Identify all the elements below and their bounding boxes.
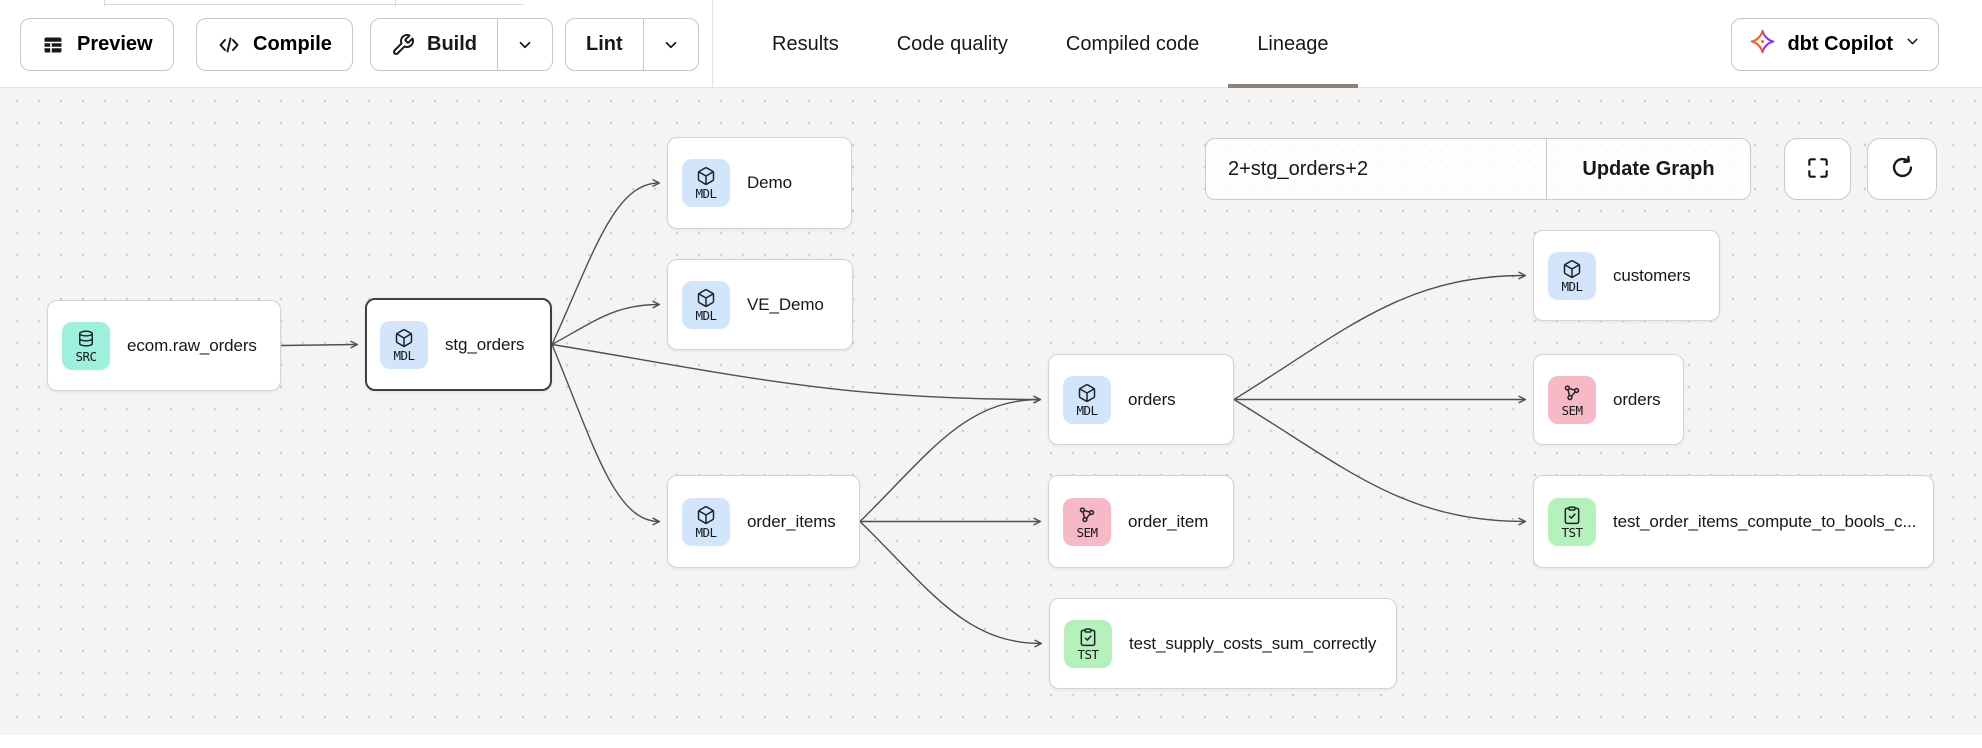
node-type-label: MDL: [695, 307, 717, 323]
cube-icon: MDL: [682, 159, 730, 207]
refresh-icon: [1889, 154, 1916, 184]
lint-options-button[interactable]: [642, 19, 698, 70]
test-icon: TST: [1548, 497, 1596, 546]
node-label: order_item: [1128, 511, 1209, 531]
lint-split-button: Lint: [565, 18, 699, 71]
node-label: Demo: [747, 173, 792, 192]
node-label: ecom.raw_orders: [127, 335, 257, 355]
lineage-node-raw_orders[interactable]: SRC ecom.raw_orders: [47, 300, 281, 391]
node-type-label: MDL: [695, 186, 717, 201]
tab-lineage[interactable]: Lineage: [1228, 0, 1358, 88]
chevron-down-icon: [1904, 33, 1921, 56]
node-label: test_order_items_compute_to_bools_c...: [1613, 511, 1917, 531]
lineage-node-test_order_items[interactable]: TST test_order_items_compute_to_bools_c..…: [1533, 475, 1934, 568]
cube-icon: MDL: [682, 280, 730, 329]
chevron-down-icon: [662, 36, 680, 54]
build-button-label: Build: [427, 33, 477, 55]
node-type-label: MDL: [1076, 402, 1098, 418]
lineage-node-demo[interactable]: MDL Demo: [667, 137, 852, 229]
lineage-node-customers[interactable]: MDL customers: [1533, 230, 1720, 321]
node-label: orders: [1613, 389, 1661, 409]
lineage-edge-orders_mdl-to-test_order_items: [1233, 398, 1527, 526]
node-type-label: SRC: [75, 348, 97, 364]
update-graph-button[interactable]: Update Graph: [1546, 139, 1750, 199]
lineage-node-order_items[interactable]: MDL order_items: [667, 475, 860, 568]
compile-button-label: Compile: [253, 33, 332, 55]
dbt-copilot-label: dbt Copilot: [1787, 33, 1893, 55]
node-type-label: SEM: [1076, 524, 1098, 540]
bottom-strip: [0, 735, 1982, 748]
tab-compiled-code[interactable]: Compiled code: [1065, 32, 1200, 55]
lineage-edge-raw_orders-to-stg_orders: [280, 340, 359, 349]
node-type-label: TST: [1561, 524, 1583, 540]
editor-tab-edge: [104, 4, 524, 5]
node-label: test_supply_costs_sum_correctly: [1129, 633, 1377, 653]
lint-button[interactable]: Lint: [566, 19, 643, 70]
node-label: stg_orders: [445, 334, 525, 354]
result-tabs: Results Code quality Compiled code Linea…: [743, 0, 1358, 88]
node-label: VE_Demo: [747, 294, 824, 314]
node-type-label: MDL: [695, 524, 717, 540]
semantic-model-icon: SEM: [1063, 497, 1111, 546]
table-icon: [41, 33, 65, 57]
semantic-model-icon: SEM: [1548, 375, 1596, 424]
lineage-node-test_supply[interactable]: TST test_supply_costs_sum_correctly: [1049, 598, 1397, 689]
node-label: orders: [1128, 389, 1176, 409]
lineage-node-order_item[interactable]: SEM order_item: [1048, 475, 1234, 568]
lineage-node-ve_demo[interactable]: MDL VE_Demo: [667, 259, 853, 350]
tab-results[interactable]: Results: [772, 32, 839, 55]
lineage-edge-stg_orders-to-ve_demo: [551, 300, 661, 346]
code-icon: [217, 33, 241, 57]
cube-icon: MDL: [682, 497, 730, 546]
lineage-edge-order_items-to-orders_mdl: [859, 395, 1042, 522]
refresh-button[interactable]: [1867, 138, 1937, 200]
lineage-selector-group: Update Graph: [1205, 138, 1751, 200]
lineage-node-orders_mdl[interactable]: MDL orders: [1048, 354, 1234, 445]
lineage-edge-stg_orders-to-orders_mdl: [551, 343, 1042, 404]
tab-code-quality[interactable]: Code quality: [896, 32, 1008, 55]
copilot-icon: [1749, 28, 1776, 61]
node-label: order_items: [747, 511, 836, 531]
compile-button[interactable]: Compile: [196, 18, 353, 71]
node-type-label: MDL: [393, 347, 415, 363]
lint-button-label: Lint: [586, 33, 623, 55]
build-split-button: Build: [370, 18, 553, 71]
editor-tab-edge-tick: [104, 0, 105, 6]
lineage-selector-input[interactable]: [1206, 139, 1546, 199]
cube-icon: MDL: [380, 320, 428, 369]
result-toolbar: Preview Compile Build: [0, 0, 1982, 88]
lineage-edge-stg_orders-to-demo: [551, 179, 661, 345]
dbt-copilot-button[interactable]: dbt Copilot: [1731, 18, 1939, 71]
wrench-icon: [391, 33, 415, 57]
lineage-node-stg_orders[interactable]: MDL stg_orders: [365, 298, 552, 391]
chevron-down-icon: [516, 36, 534, 54]
node-type-label: MDL: [1561, 278, 1583, 294]
lineage-edges: [280, 179, 1527, 648]
node-type-label: TST: [1077, 646, 1099, 662]
preview-button[interactable]: Preview: [20, 18, 174, 71]
lineage-node-orders_sem[interactable]: SEM orders: [1533, 354, 1684, 445]
cube-icon: MDL: [1063, 375, 1111, 424]
lineage-edge-stg_orders-to-order_items: [551, 344, 661, 526]
build-button[interactable]: Build: [371, 19, 497, 70]
fullscreen-icon: [1805, 155, 1831, 184]
database-icon: SRC: [62, 321, 110, 370]
lineage-edge-order_items-to-test_supply: [859, 520, 1043, 648]
preview-button-label: Preview: [77, 33, 153, 55]
lineage-edge-orders_mdl-to-customers: [1233, 271, 1527, 401]
toolbar-divider: [712, 0, 713, 88]
lineage-canvas[interactable]: Update Graph SRC ecom.raw_orders MDL stg_or…: [0, 88, 1982, 735]
fullscreen-button[interactable]: [1784, 138, 1851, 200]
editor-tab-edge-tick: [395, 0, 396, 6]
node-type-label: SEM: [1561, 402, 1583, 418]
node-label: customers: [1613, 265, 1691, 285]
test-icon: TST: [1064, 619, 1112, 668]
cube-icon: MDL: [1548, 251, 1596, 300]
build-options-button[interactable]: [497, 19, 552, 70]
